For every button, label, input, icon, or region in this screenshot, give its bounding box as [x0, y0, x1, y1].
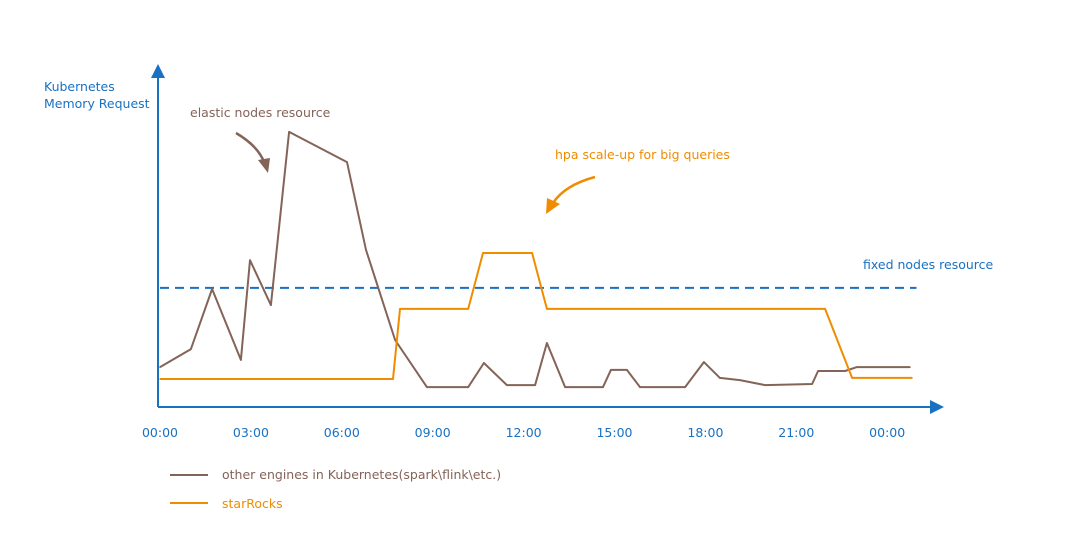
data-point — [684, 386, 686, 388]
data-point — [288, 131, 290, 133]
data-point — [824, 308, 826, 310]
data-point — [159, 378, 161, 380]
data-point — [346, 161, 348, 163]
data-point — [856, 366, 858, 368]
data-point — [467, 308, 469, 310]
data-point — [811, 383, 813, 385]
data-point — [394, 339, 396, 341]
y-axis-arrow-icon — [151, 64, 165, 78]
legend-label-starrocks: starRocks — [222, 496, 283, 511]
data-point — [531, 252, 533, 254]
x-tick-label: 09:00 — [415, 425, 451, 440]
series-line-starrocks — [160, 252, 912, 380]
annotation-elastic-arrow-icon — [235, 131, 266, 163]
reference-line-label: fixed nodes resource — [863, 257, 994, 272]
x-tick-label: 15:00 — [596, 425, 632, 440]
annotation-elastic: elastic nodes resource — [190, 105, 331, 120]
data-point — [703, 361, 705, 363]
data-point — [426, 386, 428, 388]
data-point — [851, 377, 853, 379]
x-tick-label: 21:00 — [778, 425, 814, 440]
annotation-hpa-arrow-icon — [551, 175, 596, 204]
x-axis-arrow-icon — [930, 400, 944, 414]
data-point — [739, 379, 741, 381]
data-point — [190, 348, 192, 350]
series-line-other-engines — [159, 130, 910, 389]
data-point — [564, 386, 566, 388]
data-point — [467, 386, 469, 388]
y-axis-label-line1: Kubernetes — [44, 79, 115, 94]
data-point — [482, 252, 484, 254]
annotation-hpa: hpa scale-up for big queries — [555, 147, 730, 162]
data-point — [546, 342, 548, 344]
x-tick-label: 06:00 — [324, 425, 360, 440]
data-point — [392, 378, 394, 380]
y-axis-label-line2: Memory Request — [44, 96, 150, 111]
annotation-elastic-arrowhead-icon — [258, 158, 270, 173]
data-point — [270, 304, 272, 306]
x-tick-label: 00:00 — [142, 425, 178, 440]
data-point — [639, 386, 641, 388]
data-point — [249, 259, 251, 261]
data-point — [399, 308, 401, 310]
data-point — [817, 370, 819, 372]
data-point — [626, 369, 628, 371]
data-point — [546, 308, 548, 310]
data-point — [909, 366, 911, 368]
data-point — [506, 384, 508, 386]
x-tick-label: 12:00 — [506, 425, 542, 440]
data-point — [610, 369, 612, 371]
data-point — [211, 288, 213, 290]
data-point — [911, 377, 913, 379]
data-point — [602, 386, 604, 388]
data-point — [159, 366, 161, 368]
data-point — [764, 384, 766, 386]
data-point — [534, 384, 536, 386]
legend-label-other-engines: other engines in Kubernetes(spark\flink\… — [222, 467, 501, 482]
annotation-hpa-arrowhead-icon — [546, 198, 560, 214]
data-point — [844, 370, 846, 372]
x-tick-label: 03:00 — [233, 425, 269, 440]
data-point — [483, 362, 485, 364]
data-point — [365, 249, 367, 251]
data-point — [719, 377, 721, 379]
data-point — [240, 359, 242, 361]
x-tick-label: 18:00 — [687, 425, 723, 440]
x-tick-label: 00:00 — [869, 425, 905, 440]
